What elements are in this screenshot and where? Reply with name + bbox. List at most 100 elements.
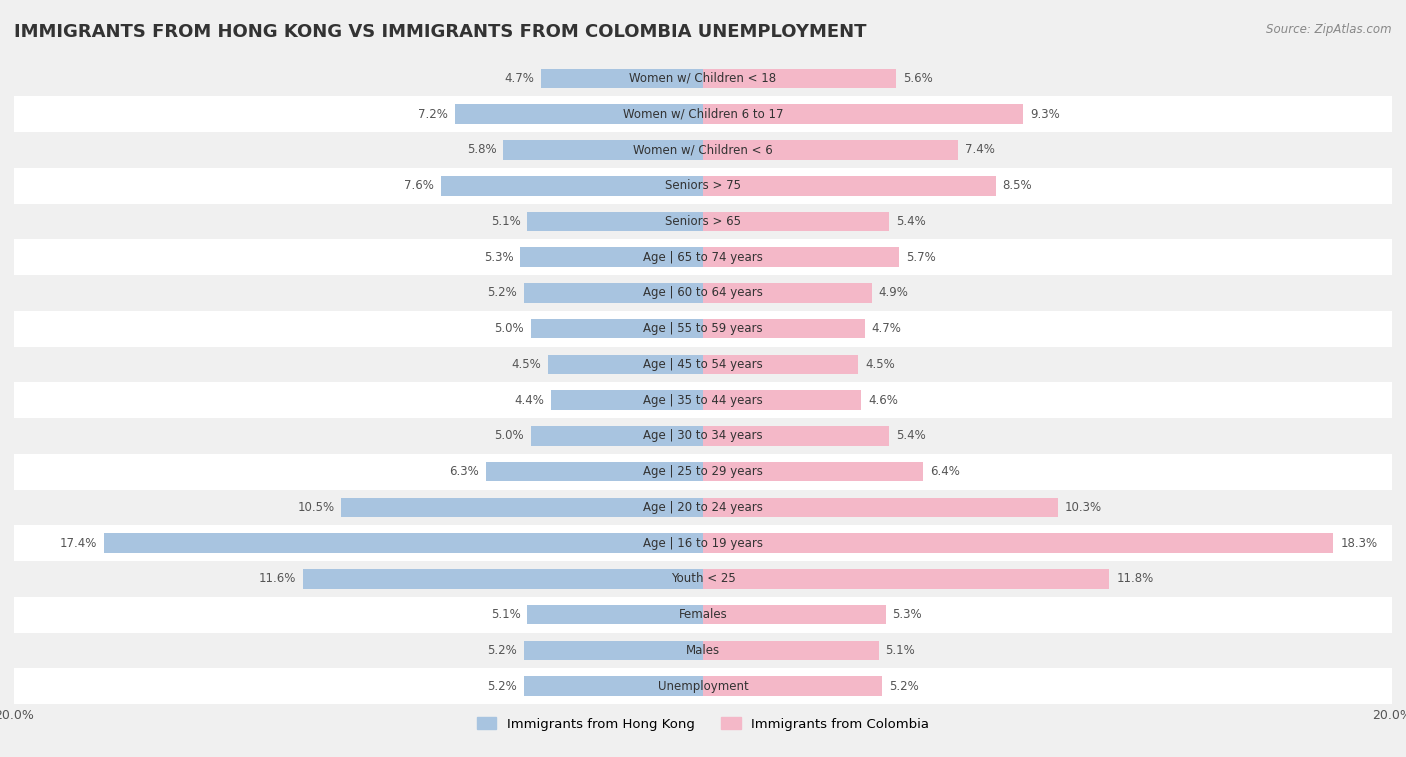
Bar [703, 283, 872, 303]
Bar [703, 391, 862, 410]
Text: 11.6%: 11.6% [259, 572, 297, 585]
Text: 5.2%: 5.2% [488, 644, 517, 657]
Bar [703, 534, 1333, 553]
Bar [703, 212, 889, 231]
Text: 5.1%: 5.1% [886, 644, 915, 657]
Bar [541, 69, 703, 89]
Text: 7.2%: 7.2% [418, 107, 449, 120]
Bar [14, 418, 1392, 453]
Bar [14, 597, 1392, 633]
Bar [14, 61, 1392, 96]
Text: 5.2%: 5.2% [488, 680, 517, 693]
Bar [703, 497, 1057, 517]
Text: 17.4%: 17.4% [59, 537, 97, 550]
Text: 4.4%: 4.4% [515, 394, 544, 407]
Text: Women w/ Children 6 to 17: Women w/ Children 6 to 17 [623, 107, 783, 120]
Bar [503, 140, 703, 160]
Text: 5.8%: 5.8% [467, 143, 496, 157]
Bar [703, 69, 896, 89]
Bar [486, 462, 703, 481]
Bar [703, 462, 924, 481]
Bar [441, 176, 703, 195]
Bar [304, 569, 703, 589]
Text: Seniors > 75: Seniors > 75 [665, 179, 741, 192]
Text: Age | 30 to 34 years: Age | 30 to 34 years [643, 429, 763, 442]
Text: 5.4%: 5.4% [896, 215, 925, 228]
Bar [548, 354, 703, 374]
Bar [14, 633, 1392, 668]
Text: 5.2%: 5.2% [488, 286, 517, 300]
Text: IMMIGRANTS FROM HONG KONG VS IMMIGRANTS FROM COLOMBIA UNEMPLOYMENT: IMMIGRANTS FROM HONG KONG VS IMMIGRANTS … [14, 23, 866, 41]
Bar [14, 525, 1392, 561]
Legend: Immigrants from Hong Kong, Immigrants from Colombia: Immigrants from Hong Kong, Immigrants fr… [471, 712, 935, 736]
Bar [524, 283, 703, 303]
Bar [703, 176, 995, 195]
Bar [527, 212, 703, 231]
Text: Age | 60 to 64 years: Age | 60 to 64 years [643, 286, 763, 300]
Text: Age | 35 to 44 years: Age | 35 to 44 years [643, 394, 763, 407]
Text: 11.8%: 11.8% [1116, 572, 1153, 585]
Bar [703, 640, 879, 660]
Text: Age | 20 to 24 years: Age | 20 to 24 years [643, 501, 763, 514]
Text: 4.6%: 4.6% [869, 394, 898, 407]
Bar [551, 391, 703, 410]
Bar [14, 275, 1392, 311]
Text: 7.4%: 7.4% [965, 143, 994, 157]
Text: 4.5%: 4.5% [865, 358, 894, 371]
Text: 5.0%: 5.0% [495, 322, 524, 335]
Text: Age | 65 to 74 years: Age | 65 to 74 years [643, 251, 763, 263]
Bar [703, 426, 889, 446]
Text: 9.3%: 9.3% [1031, 107, 1060, 120]
Bar [524, 676, 703, 696]
Text: Seniors > 65: Seniors > 65 [665, 215, 741, 228]
Text: 5.1%: 5.1% [491, 215, 520, 228]
Text: 8.5%: 8.5% [1002, 179, 1032, 192]
Bar [14, 132, 1392, 168]
Text: Women w/ Children < 18: Women w/ Children < 18 [630, 72, 776, 85]
Bar [531, 426, 703, 446]
Text: 5.2%: 5.2% [889, 680, 918, 693]
Bar [703, 569, 1109, 589]
Text: 5.1%: 5.1% [491, 608, 520, 621]
Bar [527, 605, 703, 625]
Bar [14, 168, 1392, 204]
Text: Age | 55 to 59 years: Age | 55 to 59 years [643, 322, 763, 335]
Text: 5.3%: 5.3% [893, 608, 922, 621]
Bar [703, 605, 886, 625]
Bar [703, 676, 882, 696]
Text: Youth < 25: Youth < 25 [671, 572, 735, 585]
Bar [14, 382, 1392, 418]
Text: Age | 16 to 19 years: Age | 16 to 19 years [643, 537, 763, 550]
Bar [703, 354, 858, 374]
Bar [14, 453, 1392, 490]
Text: 4.7%: 4.7% [872, 322, 901, 335]
Text: 5.4%: 5.4% [896, 429, 925, 442]
Text: Age | 25 to 29 years: Age | 25 to 29 years [643, 465, 763, 478]
Bar [703, 140, 957, 160]
Bar [104, 534, 703, 553]
Bar [14, 561, 1392, 597]
Bar [14, 204, 1392, 239]
Bar [14, 239, 1392, 275]
Text: 5.7%: 5.7% [907, 251, 936, 263]
Text: Source: ZipAtlas.com: Source: ZipAtlas.com [1267, 23, 1392, 36]
Text: Females: Females [679, 608, 727, 621]
Text: 5.0%: 5.0% [495, 429, 524, 442]
Text: 10.3%: 10.3% [1064, 501, 1102, 514]
Text: 4.7%: 4.7% [505, 72, 534, 85]
Bar [703, 104, 1024, 124]
Bar [14, 311, 1392, 347]
Text: Males: Males [686, 644, 720, 657]
Bar [524, 640, 703, 660]
Text: 6.3%: 6.3% [450, 465, 479, 478]
Text: 4.9%: 4.9% [879, 286, 908, 300]
Bar [703, 248, 900, 267]
Text: Age | 45 to 54 years: Age | 45 to 54 years [643, 358, 763, 371]
Text: 4.5%: 4.5% [512, 358, 541, 371]
Bar [342, 497, 703, 517]
Text: 6.4%: 6.4% [931, 465, 960, 478]
Text: 7.6%: 7.6% [405, 179, 434, 192]
Bar [14, 96, 1392, 132]
Text: Women w/ Children < 6: Women w/ Children < 6 [633, 143, 773, 157]
Text: Unemployment: Unemployment [658, 680, 748, 693]
